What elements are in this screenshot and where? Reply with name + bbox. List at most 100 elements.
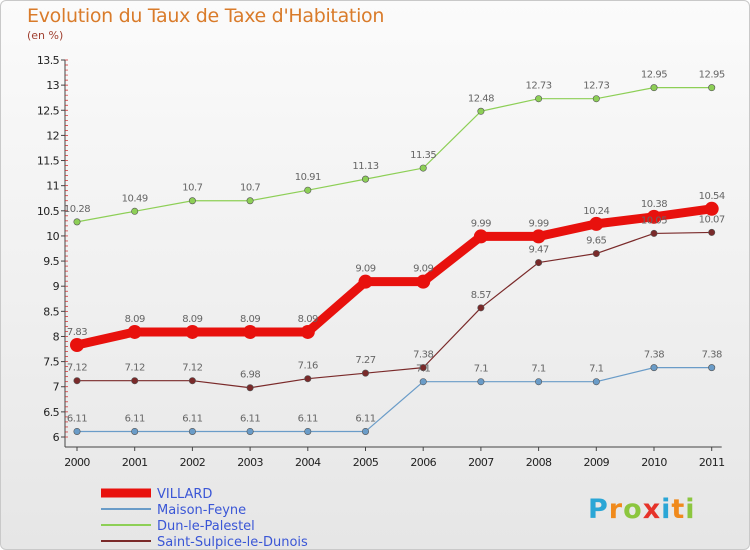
data-label: 8.09 [240, 314, 260, 325]
data-label: 12.73 [526, 81, 552, 92]
data-point [592, 250, 600, 258]
data-label: 10.7 [182, 183, 202, 194]
x-tick-label: 2010 [641, 456, 667, 469]
data-label: 6.98 [240, 370, 260, 381]
data-label: 6.11 [182, 413, 202, 424]
data-point [70, 338, 84, 353]
data-label: 8.09 [298, 314, 318, 325]
data-point [535, 378, 543, 386]
y-tick-label: 6 [53, 431, 60, 444]
data-label: 9.99 [528, 218, 548, 229]
y-tick-label: 11.5 [37, 155, 60, 168]
data-point [73, 218, 81, 226]
data-label: 7.38 [702, 350, 722, 361]
data-point [188, 377, 196, 385]
data-point [473, 229, 488, 244]
y-tick-label: 13.5 [37, 54, 60, 67]
data-label: 7.1 [589, 364, 604, 375]
y-tick-label: 7 [53, 381, 60, 394]
data-label: 7.12 [182, 363, 202, 374]
data-label: 7.38 [413, 350, 433, 361]
data-point [243, 324, 258, 339]
data-point [592, 378, 600, 386]
data-label: 6.11 [240, 413, 260, 424]
data-point [592, 95, 600, 103]
data-point [419, 364, 427, 372]
data-point [131, 207, 139, 215]
x-tick-label: 2002 [180, 456, 206, 469]
y-tick-label: 8 [53, 330, 60, 343]
y-tick-label: 10 [46, 230, 59, 243]
y-tick-label: 10.5 [37, 205, 60, 218]
data-label: 10.7 [240, 183, 260, 194]
data-point [647, 209, 661, 224]
data-point [704, 201, 719, 216]
data-label: 9.99 [471, 218, 491, 229]
data-point [73, 377, 81, 385]
x-tick-label: 2000 [64, 456, 90, 469]
data-label: 7.1 [531, 364, 546, 375]
data-point [419, 164, 427, 172]
series-line-maison-feyne [77, 367, 712, 433]
data-point [131, 427, 139, 435]
data-label: 6.11 [355, 413, 375, 424]
data-point [477, 304, 485, 312]
data-point [304, 186, 312, 194]
series-line-saint-sulpice-le-dunois [77, 231, 712, 389]
data-label: 7.1 [474, 364, 489, 375]
data-point [477, 107, 485, 115]
y-tick-label: 11 [46, 180, 59, 193]
data-label: 10.91 [295, 172, 321, 183]
data-label: 9.65 [586, 236, 606, 247]
data-label: 7.12 [67, 363, 87, 374]
y-tick-label: 12 [46, 129, 59, 142]
data-label: 10.49 [122, 193, 148, 204]
data-label: 7.83 [67, 327, 87, 338]
y-tick-label: 12.5 [37, 104, 60, 117]
y-tick-label: 9.5 [43, 255, 59, 268]
data-point [650, 84, 658, 92]
data-point [358, 274, 373, 289]
data-point [246, 197, 254, 205]
x-tick-label: 2005 [353, 456, 379, 469]
legend-label: Saint-Sulpice-le-Dunois [157, 535, 308, 550]
legend-label: Maison-Feyne [157, 503, 246, 518]
data-label: 10.28 [64, 204, 90, 215]
data-point [650, 364, 658, 372]
data-point [188, 427, 196, 435]
data-label: 10.54 [699, 191, 725, 202]
data-label: 11.35 [410, 150, 436, 161]
data-point [300, 324, 315, 339]
data-label: 8.09 [182, 314, 202, 325]
x-tick-label: 2006 [410, 456, 436, 469]
data-point [477, 378, 485, 386]
data-label: 7.27 [355, 355, 375, 366]
data-point [708, 84, 716, 92]
series-line-dun-le-palestel [76, 87, 712, 223]
legend-label: Dun-le-Palestel [157, 519, 255, 534]
data-point [535, 259, 543, 267]
y-tick-label: 7.5 [43, 356, 59, 369]
data-point [708, 364, 716, 372]
y-tick-label: 13 [46, 79, 59, 92]
data-point [304, 375, 312, 383]
data-label: 12.95 [699, 70, 725, 81]
x-tick-label: 2009 [583, 456, 609, 469]
data-point [419, 378, 427, 386]
data-label: 7.12 [125, 363, 145, 374]
data-point [361, 175, 369, 183]
x-tick-label: 2001 [122, 456, 148, 469]
data-label: 7.16 [298, 361, 318, 372]
data-label: 10.24 [583, 206, 609, 217]
data-label: 6.11 [67, 413, 87, 424]
chart-title: Evolution du Taux de Taxe d'Habitation [27, 5, 385, 27]
x-tick-label: 2004 [295, 456, 321, 469]
data-point [416, 274, 431, 289]
data-point [361, 427, 369, 435]
proxiti-logo: Proxiti [588, 494, 696, 525]
data-label: 7.1 [416, 364, 431, 375]
data-point [246, 427, 254, 435]
series-line-villard [76, 204, 713, 350]
